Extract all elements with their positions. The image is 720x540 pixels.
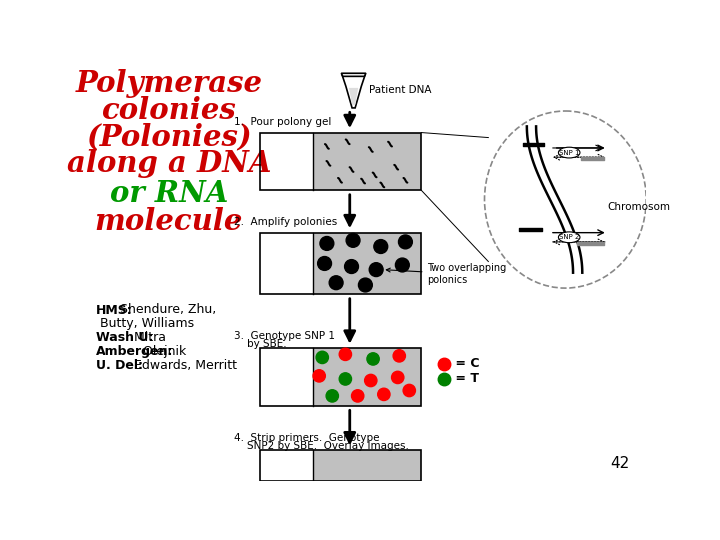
Text: HMS:: HMS: <box>96 303 132 316</box>
Circle shape <box>351 390 364 402</box>
Polygon shape <box>349 88 359 105</box>
Text: Two overlapping
polonics: Two overlapping polonics <box>387 264 507 285</box>
Bar <box>313 348 421 406</box>
Bar <box>260 233 421 294</box>
Circle shape <box>329 276 343 289</box>
Ellipse shape <box>559 147 580 158</box>
Circle shape <box>339 348 351 361</box>
Circle shape <box>369 262 383 276</box>
Text: SNP 1: SNP 1 <box>559 150 580 156</box>
Circle shape <box>395 258 409 272</box>
Circle shape <box>374 240 387 253</box>
Bar <box>260 233 313 294</box>
Circle shape <box>403 384 415 397</box>
Bar <box>260 450 313 481</box>
Text: by SBE.: by SBE. <box>234 339 287 349</box>
Text: SNP 2: SNP 2 <box>559 234 580 240</box>
Bar <box>260 132 421 190</box>
Bar <box>260 348 421 406</box>
Circle shape <box>318 256 331 271</box>
Circle shape <box>320 237 334 251</box>
Text: (Polonies): (Polonies) <box>86 123 251 152</box>
Bar <box>260 132 313 190</box>
Text: Butty, Williams: Butty, Williams <box>99 318 194 330</box>
Text: 42: 42 <box>610 456 629 470</box>
Circle shape <box>398 235 413 249</box>
Circle shape <box>378 388 390 401</box>
Text: Olejnik: Olejnik <box>140 345 186 358</box>
Text: Shendure, Zhu,: Shendure, Zhu, <box>115 303 216 316</box>
Text: Wash U:: Wash U: <box>96 331 153 344</box>
Circle shape <box>345 260 359 273</box>
Circle shape <box>359 278 372 292</box>
Text: Patient DNA: Patient DNA <box>369 85 431 95</box>
Text: U. Del:: U. Del: <box>96 359 143 372</box>
Bar <box>260 450 421 481</box>
Text: Ambergen:: Ambergen: <box>96 345 173 358</box>
Text: 1.  Pour polony gel: 1. Pour polony gel <box>234 117 332 127</box>
Text: Mitra: Mitra <box>130 331 166 344</box>
Text: 4.  Strip primers.  Genotype: 4. Strip primers. Genotype <box>234 433 379 443</box>
Circle shape <box>367 353 379 365</box>
Ellipse shape <box>559 232 580 242</box>
Circle shape <box>393 350 405 362</box>
Circle shape <box>392 372 404 383</box>
Text: Chromosom: Chromosom <box>608 202 671 212</box>
Text: Edwards, Merritt: Edwards, Merritt <box>130 359 237 372</box>
Ellipse shape <box>485 111 647 288</box>
Text: 2.  Amplify polonies: 2. Amplify polonies <box>234 217 338 227</box>
Bar <box>313 233 421 294</box>
Circle shape <box>326 390 338 402</box>
Bar <box>313 132 421 190</box>
Circle shape <box>316 351 328 363</box>
Polygon shape <box>342 75 365 108</box>
Text: or RNA: or RNA <box>109 179 228 208</box>
Text: 3.  Genotype SNP 1: 3. Genotype SNP 1 <box>234 331 336 341</box>
Circle shape <box>364 374 377 387</box>
Polygon shape <box>341 73 366 76</box>
Circle shape <box>313 370 325 382</box>
Text: = C: = C <box>451 357 479 370</box>
Text: Polymerase: Polymerase <box>76 69 262 98</box>
Text: along a DNA: along a DNA <box>66 150 271 179</box>
Text: molecule: molecule <box>94 207 243 237</box>
Circle shape <box>346 233 360 247</box>
Bar <box>313 450 421 481</box>
Text: colonies: colonies <box>102 96 236 125</box>
Text: SNP2 by SBE.  Overlay Images.: SNP2 by SBE. Overlay Images. <box>234 441 409 450</box>
Circle shape <box>339 373 351 385</box>
Bar <box>260 348 313 406</box>
Text: = T: = T <box>451 373 479 386</box>
